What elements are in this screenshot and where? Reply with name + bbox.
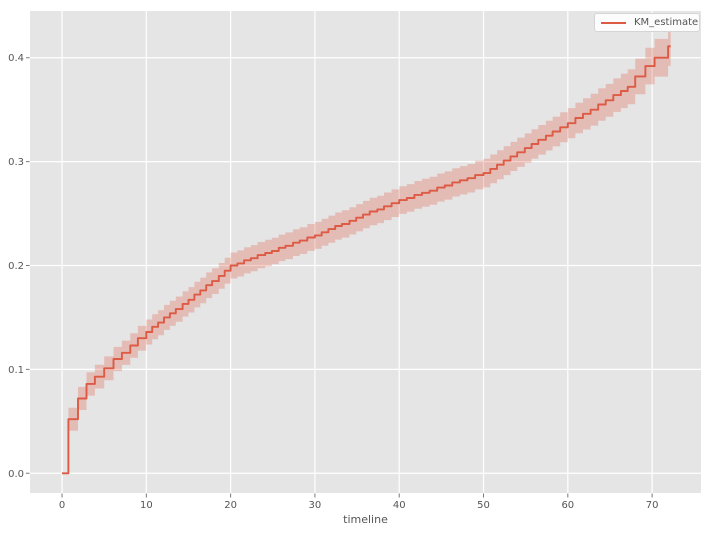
x-tick-label-10: 10 xyxy=(140,500,153,511)
x-tick-label-60: 60 xyxy=(561,500,574,511)
y-tick-label-0.2: 0.2 xyxy=(8,261,24,272)
x-tick-label-40: 40 xyxy=(393,500,406,511)
x-tick-label-70: 70 xyxy=(646,500,659,511)
legend-label: KM_estimate xyxy=(634,17,699,28)
x-tick-label-20: 20 xyxy=(224,500,237,511)
y-tick-label-0.0: 0.0 xyxy=(8,469,24,480)
x-tick-label-30: 30 xyxy=(309,500,322,511)
plot-area xyxy=(30,11,701,493)
legend-line-swatch xyxy=(601,21,626,24)
confidence-band xyxy=(62,26,671,474)
x-tick-label-0: 0 xyxy=(59,500,65,511)
legend: KM_estimate xyxy=(594,13,700,32)
y-tick-label-0.4: 0.4 xyxy=(8,53,24,64)
km-estimate-line xyxy=(62,45,671,475)
x-axis-label: timeline xyxy=(343,513,388,526)
x-tick-label-50: 50 xyxy=(477,500,490,511)
y-tick-label-0.3: 0.3 xyxy=(8,157,24,168)
y-tick-label-0.1: 0.1 xyxy=(8,365,24,376)
